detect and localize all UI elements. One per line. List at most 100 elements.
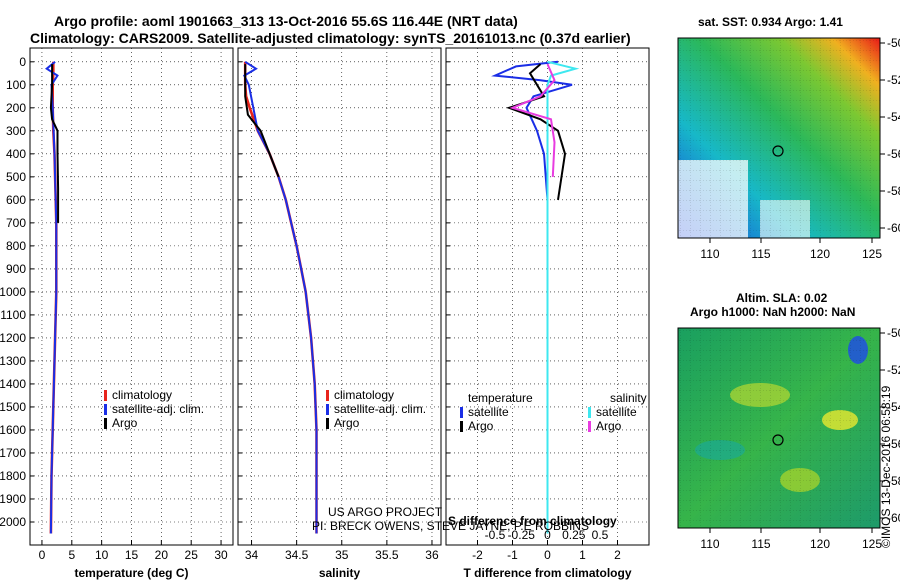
legend-swatch <box>588 407 591 418</box>
x-tick-label: 25 <box>185 548 199 562</box>
depth-tick-label: 1800 <box>0 469 26 483</box>
top-tick-label: -0.5 <box>485 528 506 542</box>
map-y-tick-label: -58 <box>887 474 900 488</box>
legend-entry: Argo <box>596 419 622 433</box>
depth-tick-label: 1600 <box>0 423 26 437</box>
x-tick-label: 0 <box>544 548 551 562</box>
depth-tick-label: 800 <box>6 239 26 253</box>
difference-profile-plot: -2 -1 0 1 2 T difference from climatology temp… <box>445 47 650 580</box>
map-x-tick-label: 125 <box>862 247 882 261</box>
depth-tick-label: 400 <box>6 147 26 161</box>
temperature-profile-plot: 0100200300400500600700800900100011001200… <box>0 47 234 580</box>
figure-title-line2: Climatology: CARS2009. Satellite-adjuste… <box>30 30 631 46</box>
top-tick-label: -0.25 <box>508 528 536 542</box>
x-tick-label: 35.5 <box>375 548 399 562</box>
depth-tick-label: 2000 <box>0 515 26 529</box>
depth-tick-label: 100 <box>6 78 26 92</box>
sla-map-axes: -50 -52 -54 -56 -58 -60 110 115 120 125 <box>700 326 900 551</box>
legend-title-salinity: salinity <box>610 391 647 405</box>
legend-swatch <box>588 421 591 432</box>
x-tick-label: 1 <box>579 548 586 562</box>
plot-frame <box>445 47 650 546</box>
x-axis-label: T difference from climatology <box>463 566 631 580</box>
x-tick-label: 10 <box>95 548 109 562</box>
map-x-tick-label: 120 <box>810 537 830 551</box>
sla-map-title-line2: Argo h1000: NaN h2000: NaN <box>690 305 855 319</box>
x-tick-label: 36 <box>425 548 439 562</box>
depth-tick-label: 900 <box>6 262 26 276</box>
legend-swatch <box>104 390 107 401</box>
depth-tick-label: 600 <box>6 193 26 207</box>
map-y-tick-label: -56 <box>887 147 900 161</box>
legend-swatch <box>326 390 329 401</box>
map-y-tick-label: -50 <box>887 326 900 340</box>
x-tick-label: 20 <box>155 548 169 562</box>
salinity-profile-plot: 34 34.5 35 35.5 36 salinity climatologysatelli… <box>237 47 442 580</box>
map-y-tick-label: -50 <box>887 36 900 50</box>
sla-map-frame <box>677 327 881 529</box>
series-line-argo <box>49 64 60 223</box>
depth-tick-label: 200 <box>6 101 26 115</box>
x-tick-label: 35 <box>335 548 349 562</box>
legend-entry: satellite <box>468 405 509 419</box>
x-axis-label: temperature (deg C) <box>74 566 188 580</box>
series-line-argo <box>244 64 280 178</box>
map-x-tick-label: 110 <box>700 247 719 261</box>
depth-tick-label: 0 <box>19 55 26 69</box>
imos-stamp: ©IMOS 13-Dec-2016 06:58:19 <box>879 385 893 548</box>
top-axis-label: S difference from climatology <box>448 514 617 528</box>
x-tick-label: 34.5 <box>285 548 309 562</box>
series-line-s-satellite <box>546 60 580 534</box>
map-y-tick-label: -60 <box>887 221 900 235</box>
legend-entry: Argo <box>334 416 360 430</box>
legend-entry: Argo <box>468 419 494 433</box>
map-y-tick-label: -52 <box>887 363 900 377</box>
map-y-tick-label: -60 <box>887 511 900 525</box>
x-tick-label: 5 <box>68 548 75 562</box>
legend-entry: satellite-adj. clim. <box>334 402 426 416</box>
map-x-tick-label: 125 <box>862 537 882 551</box>
map-x-tick-label: 115 <box>751 537 770 551</box>
depth-tick-label: 1200 <box>0 331 26 345</box>
legend-swatch <box>104 404 107 415</box>
map-y-tick-label: -54 <box>887 110 900 124</box>
sla-map-title-line1: Altim. SLA: 0.02 <box>736 291 828 305</box>
map-x-tick-label: 110 <box>700 537 719 551</box>
credit-pi: PI: BRECK OWENS, STEVE JAYNE, P.E ROBBIN… <box>312 519 589 533</box>
legend-swatch <box>326 418 329 429</box>
legend-swatch <box>104 418 107 429</box>
sst-map-grid <box>678 38 880 238</box>
depth-tick-label: 1000 <box>0 285 26 299</box>
top-tick-label: 0.25 <box>562 528 586 542</box>
series-line-satellite-adj-clim- <box>242 60 318 534</box>
map-y-tick-label: -56 <box>887 437 900 451</box>
depth-tick-label: 1500 <box>0 400 26 414</box>
legend-entry: satellite <box>596 405 637 419</box>
sst-map-title: sat. SST: 0.934 Argo: 1.41 <box>698 15 843 29</box>
x-tick-label: -2 <box>472 548 483 562</box>
series-line-s-argo <box>509 63 556 177</box>
map-x-tick-label: 115 <box>751 247 770 261</box>
depth-tick-label: 1100 <box>0 308 26 322</box>
legend-swatch <box>460 407 463 418</box>
depth-tick-label: 1300 <box>0 354 26 368</box>
map-y-tick-label: -52 <box>887 73 900 87</box>
sst-map-axes: -50 -52 -54 -56 -58 -60 110 115 120 125 <box>700 36 900 261</box>
sst-map: sat. SST: 0.934 Argo: 1.41 -50 -52 -54 -56 -… <box>677 15 900 261</box>
figure-title-line1: Argo profile: aoml 1901663_313 13-Oct-20… <box>54 13 518 29</box>
sla-argo-location-marker <box>772 434 784 446</box>
sla-map: Altim. SLA: 0.02 Argo h1000: NaN h2000: … <box>677 291 900 551</box>
sst-argo-location-marker <box>772 145 784 157</box>
sst-map-frame <box>677 37 881 239</box>
depth-tick-label: 1700 <box>0 446 26 460</box>
map-x-tick-label: 120 <box>810 247 830 261</box>
x-tick-label: 0 <box>39 548 46 562</box>
sla-map-grid <box>678 328 880 528</box>
legend-title-temperature: temperature <box>468 391 533 405</box>
x-tick-label: -1 <box>507 548 518 562</box>
legend-entry: satellite-adj. clim. <box>112 402 204 416</box>
x-tick-label: 15 <box>125 548 139 562</box>
legend-entry: Argo <box>112 416 138 430</box>
depth-tick-label: 1900 <box>0 492 26 506</box>
